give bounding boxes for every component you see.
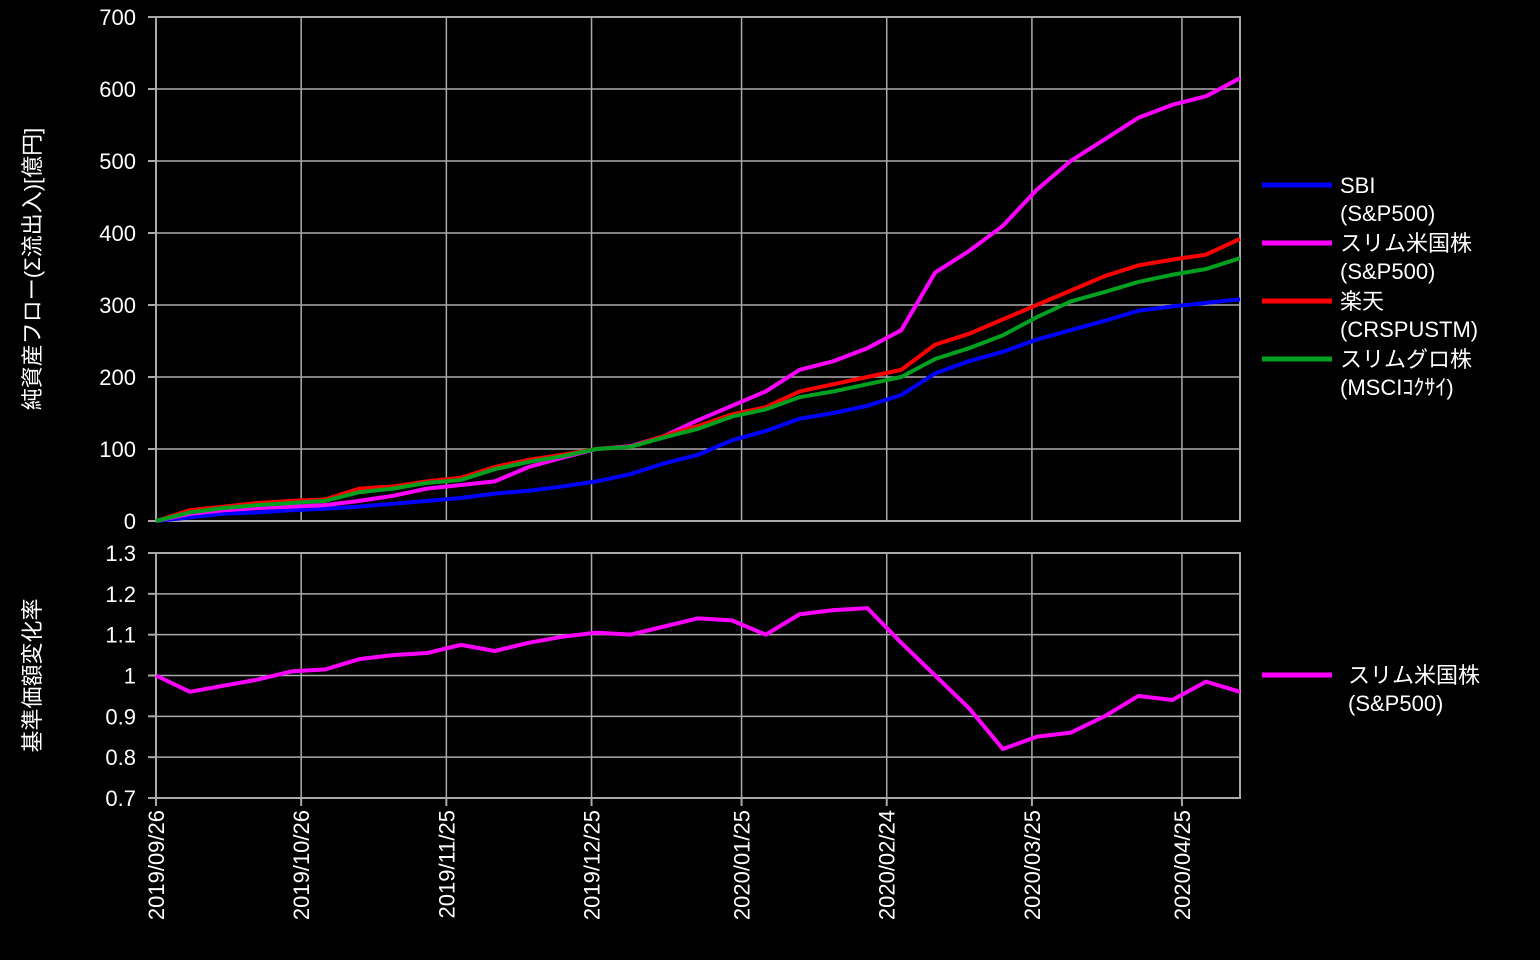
text-line: スリムグロ株 <box>1340 347 1472 372</box>
legend-label: スリムグロ株 (MSCIｺｸｻｲ) <box>1340 347 1472 400</box>
legend-label: 楽天 (CRSPUSTM) <box>1340 289 1478 342</box>
series-line <box>155 256 1241 523</box>
y-tick-label: 100 <box>99 437 136 462</box>
x-tick-label: 2020/02/24 <box>875 810 900 920</box>
legend-label: SBI (S&P500) <box>1340 173 1435 226</box>
y-tick-label: 0.7 <box>105 786 136 811</box>
text-line: スリム米国株 <box>1348 663 1480 688</box>
x-tick-label: 2019/12/25 <box>580 810 605 920</box>
text-line: (CRSPUSTM) <box>1340 317 1478 342</box>
text-line: スリム米国株 <box>1340 231 1472 256</box>
series-line <box>155 297 1241 523</box>
text-line: (S&P500) <box>1340 201 1435 226</box>
y-tick-label: 500 <box>99 149 136 174</box>
plot-frame <box>155 16 1241 522</box>
y-tick-label: 0 <box>124 509 136 534</box>
y-tick-label: 0.8 <box>105 745 136 770</box>
y-tick-label: 1.2 <box>105 582 136 607</box>
y-tick-label: 700 <box>99 5 136 30</box>
y-tick-label: 600 <box>99 77 136 102</box>
y-tick-label: 1.1 <box>105 623 136 648</box>
text-line: SBI <box>1340 173 1375 198</box>
y-tick-label: 300 <box>99 293 136 318</box>
legend-label: スリム米国株 (S&P500) <box>1348 663 1480 716</box>
y-tick-label: 1 <box>124 664 136 689</box>
text-line: (S&P500) <box>1340 259 1435 284</box>
x-tick-label: 2020/01/25 <box>730 810 755 920</box>
x-tick-label: 2019/11/25 <box>434 810 459 918</box>
x-tick-label: 2020/04/25 <box>1170 810 1195 920</box>
y-tick-label: 200 <box>99 365 136 390</box>
text-line: (S&P500) <box>1348 691 1443 716</box>
text-line: 楽天 <box>1340 289 1384 314</box>
x-tick-label: 2019/09/26 <box>144 810 169 920</box>
y-tick-label: 0.9 <box>105 704 136 729</box>
series-line <box>155 236 1241 523</box>
y-tick-label: 1.3 <box>105 541 136 566</box>
x-tick-label: 2019/10/26 <box>289 810 314 920</box>
y-axis-title: 基準価額変化率 <box>20 598 45 752</box>
y-tick-label: 400 <box>99 221 136 246</box>
text-line: (MSCIｺｸｻｲ) <box>1340 375 1454 400</box>
series-line <box>155 606 1241 751</box>
x-tick-label: 2020/03/25 <box>1020 810 1045 920</box>
legend-label: スリム米国株 (S&P500) <box>1340 231 1472 284</box>
y-axis-title: 純資産フロー(Σ流出入)[億円] <box>20 128 45 410</box>
series-line <box>155 76 1241 523</box>
